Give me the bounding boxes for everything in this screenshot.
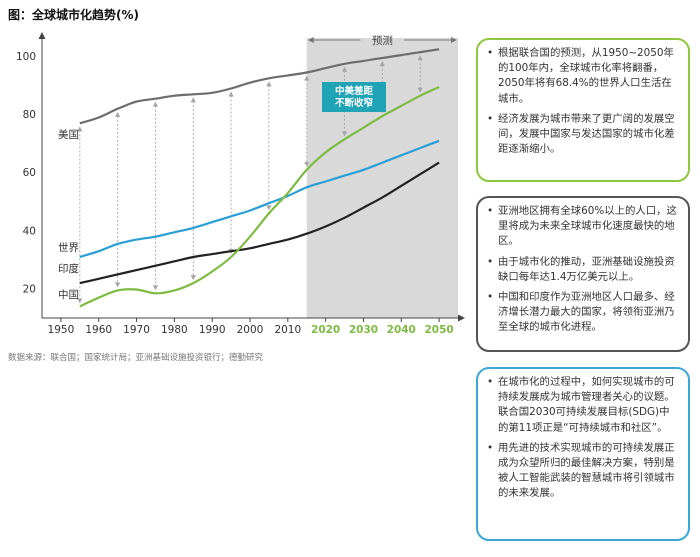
bullet-item: 根据联合国的预测，从1950~2050年的100年内，全球城市化率将翻番，205…: [486, 46, 678, 107]
gap-marker-arrow-up: [190, 97, 196, 103]
callout-box-global-trend: 根据联合国的预测，从1950~2050年的100年内，全球城市化率将翻番，205…: [476, 38, 690, 182]
x-tick-label: 1960: [85, 324, 112, 336]
gap-marker-arrow-down: [152, 285, 159, 291]
forecast-arrow-head: [451, 37, 457, 43]
gap-callout-text: 中美差距: [335, 85, 374, 97]
x-tick-label: 2010: [274, 324, 301, 336]
y-tick-label: 40: [23, 225, 36, 237]
gap-marker-arrow-down: [190, 275, 196, 281]
y-tick-label: 20: [23, 283, 36, 295]
x-tick-label: 1990: [199, 324, 226, 336]
y-tick-label: 80: [23, 109, 36, 121]
x-tick-label: 1980: [161, 324, 188, 336]
x-tick-label: 2040: [387, 324, 416, 336]
x-axis-arrow: [458, 314, 465, 322]
series-line-world: [79, 139, 440, 259]
series-label-china: 中国: [58, 288, 79, 301]
gap-marker-arrow-up: [304, 75, 310, 81]
bullet-item: 中国和印度作为亚洲地区人口最多、经济增长潜力最大的国家，将领衔亚洲乃至全球的城市…: [486, 290, 678, 336]
bullet-item: 在城市化的过程中，如何实现城市的可持续发展成为城市管理者关心的议题。联合国203…: [486, 375, 678, 436]
series-label-us: 美国: [58, 128, 79, 141]
forecast-arrow-head: [307, 37, 314, 43]
series-line-india: [79, 161, 440, 285]
series-line-china: [79, 86, 440, 308]
gap-marker-arrow-up: [152, 101, 159, 107]
y-tick-label: 100: [16, 51, 36, 63]
bullet-item: 经济发展为城市带来了更广阔的发展空间，发展中国家与发达国家的城市化差距逐渐缩小。: [486, 112, 678, 158]
data-source-note: 数据来源：联合国；国家统计局；亚洲基础设施投资银行；德勤研究: [8, 353, 264, 363]
x-tick-label: 2000: [237, 324, 264, 336]
gap-marker-arrow-down: [417, 87, 423, 93]
gap-marker-arrow-up: [379, 60, 385, 66]
gap-callout-text: 不断收窄: [335, 97, 374, 109]
gap-marker-arrow-down: [77, 298, 83, 304]
chart-title: 图：全球城市化趋势(%): [8, 8, 139, 22]
gap-marker-arrow-up: [228, 91, 234, 97]
gap-marker-arrow-up: [417, 55, 423, 61]
callout-box-sustainability: 在城市化的过程中，如何实现城市的可持续发展成为城市管理者关心的议题。联合国203…: [476, 367, 690, 541]
forecast-label: 预测: [372, 34, 393, 47]
x-tick-label: 2050: [424, 324, 453, 336]
gap-marker-arrow-up: [341, 66, 348, 72]
gap-marker-arrow-down: [266, 205, 272, 211]
gap-marker-arrow-up: [115, 111, 121, 117]
series-line-us: [79, 48, 440, 125]
bullet-item: 亚洲地区拥有全球60%以上的人口，这里将成为未来全球城市化速度最快的地区。: [486, 204, 678, 250]
forecast-band: [306, 38, 458, 318]
x-tick-label: 2030: [349, 324, 378, 336]
gap-callout: [322, 82, 386, 112]
x-tick-label: 2020: [311, 324, 340, 336]
gap-marker-arrow-down: [304, 161, 310, 167]
y-tick-label: 60: [23, 167, 36, 179]
series-label-world: 世界: [58, 242, 79, 254]
gap-marker-arrow-up: [266, 81, 272, 87]
x-tick-label: 1950: [48, 324, 75, 336]
x-tick-label: 1970: [123, 324, 150, 336]
bullet-item: 用先进的技术实现城市的可持续发展正成为众望所归的最佳解决方案，特别是被人工智能武…: [486, 441, 678, 502]
gap-marker-arrow-up: [77, 126, 83, 132]
gap-marker-arrow-down: [115, 282, 121, 288]
bullet-item: 由于城市化的推动，亚洲基础设施投资缺口每年达1.4万亿美元以上。: [486, 255, 678, 285]
y-axis-arrow: [38, 32, 46, 39]
series-label-india: 印度: [58, 262, 79, 275]
callout-box-asia: 亚洲地区拥有全球60%以上的人口，这里将成为未来全球城市化速度最快的地区。 由于…: [476, 196, 690, 352]
gap-marker-arrow-down: [341, 131, 348, 137]
